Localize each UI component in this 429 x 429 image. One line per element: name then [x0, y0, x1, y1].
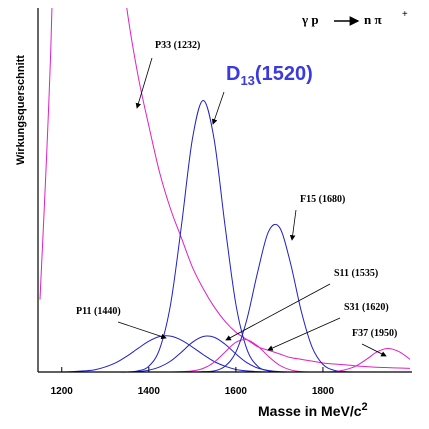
label-sub: 13 — [240, 73, 254, 88]
x-tick-label: 1400 — [138, 386, 161, 397]
label-arrow — [225, 283, 331, 341]
x-tick-label: 1200 — [51, 386, 74, 397]
reaction-lhs: γ p — [301, 12, 319, 27]
annotations: P33 (1232) P11 (1440) D13(1520) S11 (1535) S… — [76, 40, 397, 357]
x-label-exp: 2 — [362, 401, 368, 413]
series-label: F15 (1680) — [300, 194, 345, 205]
label-main: D — [226, 63, 240, 85]
label-arrow — [289, 209, 297, 241]
label-arrow — [135, 57, 153, 109]
x-axis-label: Masse in MeV/c2 — [258, 401, 368, 419]
reaction: γ p n π + — [301, 9, 408, 27]
label-arrow — [267, 317, 341, 351]
series-label: S31 (1620) — [344, 302, 389, 313]
resonance-curve — [40, 223, 410, 373]
label-suffix: (1520) — [255, 63, 313, 85]
series-label: S11 (1535) — [334, 268, 378, 279]
reaction-charge: + — [402, 9, 408, 20]
x-label-text: Masse in MeV/c — [258, 403, 362, 419]
label-arrow — [211, 91, 225, 125]
series-label: P11 (1440) — [76, 306, 121, 317]
reaction-rhs: n π — [364, 12, 382, 27]
x-tick-label: 1600 — [225, 386, 248, 397]
y-axis-label: Wirkungsquerschnitt — [15, 55, 27, 165]
x-tick-label: 1800 — [312, 386, 335, 397]
resonance-curve — [39, 8, 411, 369]
series-label: F37 (1950) — [352, 328, 397, 339]
label-arrow — [361, 343, 387, 357]
series-label: D13(1520) — [226, 63, 313, 88]
label-arrow — [117, 321, 167, 340]
series-label: P33 (1232) — [155, 40, 200, 51]
